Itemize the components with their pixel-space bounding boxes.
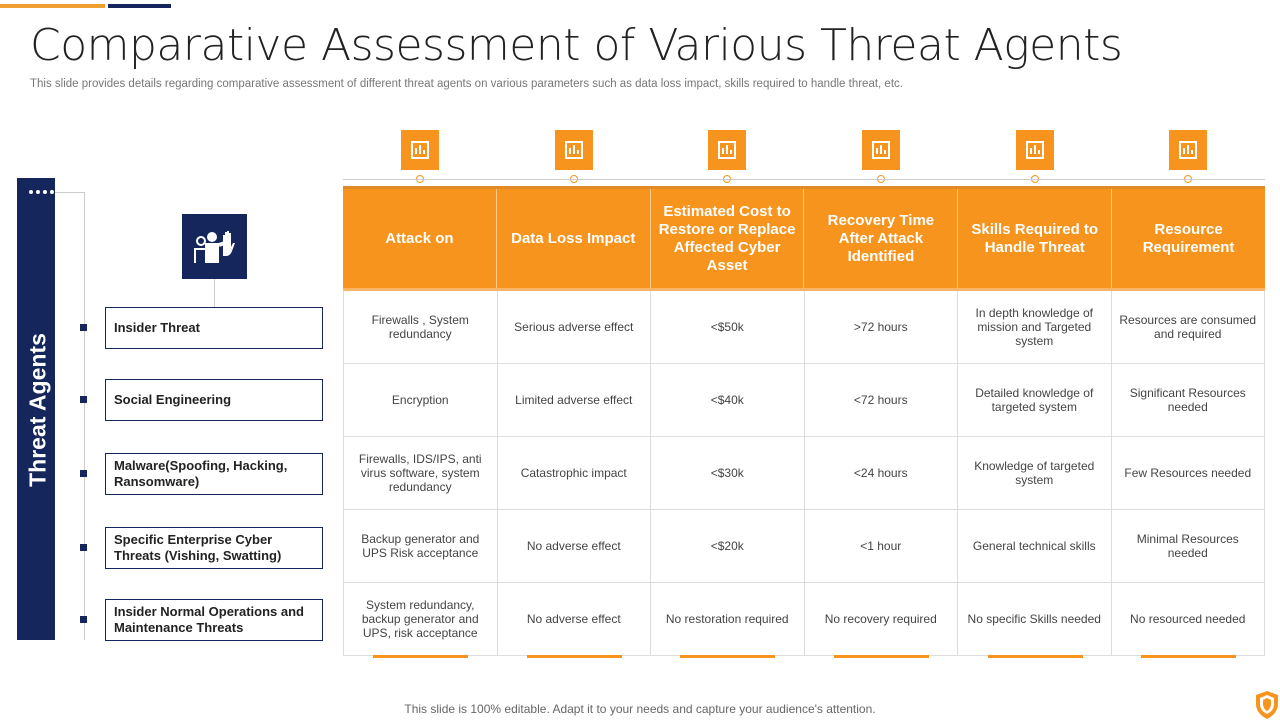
column-underline [1141, 655, 1237, 658]
agent-item: Specific Enterprise Cyber Threats (Vishi… [105, 527, 323, 569]
agent-bullet [80, 470, 87, 477]
table-cell: Significant Resources needed [1110, 364, 1265, 436]
side-label: Threat Agents [24, 333, 51, 487]
column-header: Resource Requirement [1142, 220, 1235, 256]
agent-bullet [80, 324, 87, 331]
gear-person-icon [1015, 130, 1054, 170]
table-cell: Firewalls , System redundancy [343, 291, 497, 363]
table-cell: <$30k [650, 437, 804, 509]
table-cell: <$50k [650, 291, 804, 363]
agent-item: Insider Threat [105, 307, 323, 349]
table-cell: Backup generator and UPS Risk acceptance [343, 510, 497, 582]
threat-agent-icon [182, 214, 247, 279]
column-underline [987, 655, 1083, 658]
table-cell: <1 hour [803, 510, 958, 582]
table-cell: <24 hours [803, 437, 958, 509]
table-cell: Limited adverse effect [496, 364, 651, 436]
table-row: System redundancy, backup generator and … [343, 583, 1265, 656]
connector-line [214, 279, 215, 307]
table-row: Firewalls, IDS/IPS, anti virus software,… [343, 437, 1265, 510]
table-row: Firewalls , System redundancy Serious adv… [343, 291, 1265, 364]
side-label-bar [17, 178, 55, 640]
table-cell: >72 hours [803, 291, 958, 363]
agent-item: Malware(Spoofing, Hacking, Ransomware) [105, 453, 323, 495]
agent-label: Insider Normal Operations and Maintenanc… [114, 604, 304, 635]
agent-bullet [80, 396, 87, 403]
table-row: Backup generator and UPS Risk acceptance… [343, 510, 1265, 583]
agent-bullet [80, 616, 87, 623]
page-title: Comparative Assessment of Various Threat… [30, 20, 1123, 71]
server-icon [1169, 130, 1208, 170]
table-cell: Minimal Resources needed [1110, 510, 1265, 582]
agent-label: Social Engineering [114, 392, 232, 407]
table-cell: Encryption [343, 364, 497, 436]
agent-label: Specific Enterprise Cyber Threats (Vishi… [114, 532, 282, 563]
agent-label: Insider Threat [114, 320, 200, 335]
table-header: Attack on Data Loss Impact Estimated Cost … [343, 186, 1265, 291]
hand-stop-icon [400, 130, 439, 170]
chart-decline-icon [554, 130, 593, 170]
column-header: Attack on [343, 189, 497, 288]
column-header: Estimated Cost to Restore or Replace Aff… [651, 189, 805, 288]
comparison-table: Firewalls , System redundancy Serious adv… [343, 291, 1265, 656]
agent-item: Insider Normal Operations and Maintenanc… [105, 599, 323, 641]
table-cell: No adverse effect [496, 510, 651, 582]
table-cell: Few Resources needed [1110, 437, 1265, 509]
connector-line [55, 192, 85, 193]
connector-line [84, 192, 85, 640]
page-subtitle: This slide provides details regarding co… [30, 78, 903, 90]
table-cell: No specific Skills needed [957, 583, 1111, 655]
accent-bar-navy [108, 4, 171, 8]
column-underline [372, 655, 468, 658]
table-cell: No adverse effect [496, 583, 651, 655]
agent-bullet [80, 544, 87, 551]
document-grid-icon [708, 130, 747, 170]
column-header: Data Loss Impact [497, 189, 651, 288]
table-cell: System redundancy, backup generator and … [343, 583, 497, 655]
table-cell: Detailed knowledge of targeted system [957, 364, 1111, 436]
footer-note: This slide is 100% editable. Adapt it to… [404, 702, 876, 716]
table-cell: <$40k [650, 364, 804, 436]
table-cell: In depth knowledge of mission and Target… [957, 291, 1111, 363]
column-header: Recovery Time After Attack Identified [804, 189, 959, 288]
table-cell: Firewalls, IDS/IPS, anti virus software,… [343, 437, 497, 509]
table-cell: <$20k [650, 510, 804, 582]
table-cell: Catastrophic impact [496, 437, 651, 509]
table-row: Encryption Limited adverse effect <$40k <72… [343, 364, 1265, 437]
table-cell: Knowledge of targeted system [957, 437, 1111, 509]
table-cell: No restoration required [650, 583, 804, 655]
shield-icon [1254, 690, 1280, 725]
column-underline [526, 655, 622, 658]
table-cell: Serious adverse effect [496, 291, 651, 363]
table-cell: <72 hours [803, 364, 958, 436]
table-cell: No resourced needed [1110, 583, 1265, 655]
agent-label: Malware(Spoofing, Hacking, Ransomware) [114, 458, 288, 489]
agent-item: Social Engineering [105, 379, 323, 421]
accent-bar-orange [0, 4, 105, 8]
table-cell: No recovery required [803, 583, 958, 655]
table-cell: General technical skills [957, 510, 1111, 582]
table-cell: Resources are consumed and required [1110, 291, 1265, 363]
presentation-icon [861, 130, 900, 170]
column-underline [833, 655, 929, 658]
divider [343, 179, 1265, 180]
column-underline [680, 655, 776, 658]
column-header: Skills Required to Handle Threat [958, 189, 1113, 288]
